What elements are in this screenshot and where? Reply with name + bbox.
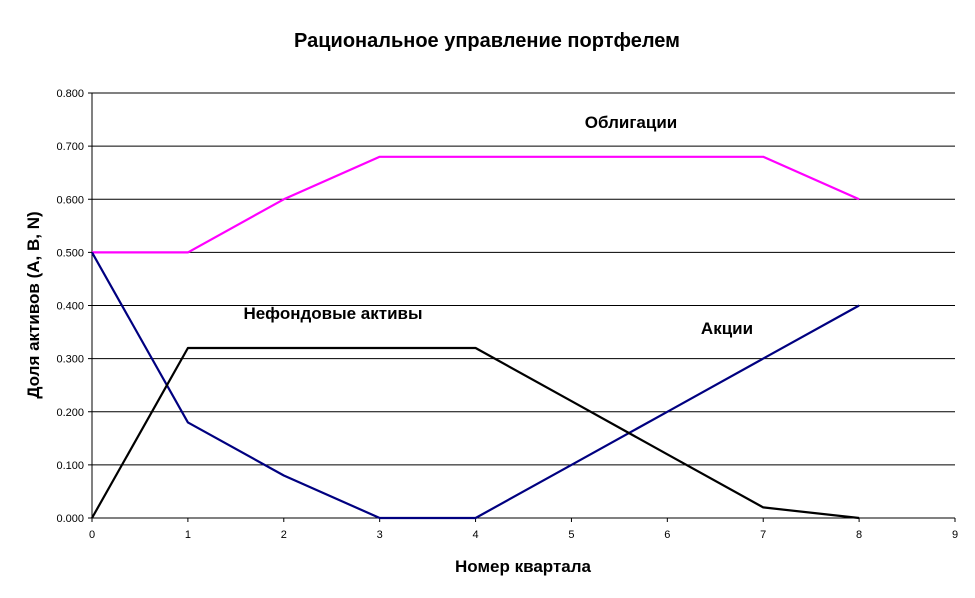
x-tick-label: 5: [568, 529, 574, 541]
x-tick-label: 3: [377, 529, 383, 541]
x-tick-label: 1: [185, 529, 191, 541]
x-tick-label: 8: [856, 529, 862, 541]
y-tick-label: 0.000: [56, 513, 84, 525]
x-tick-label: 6: [664, 529, 670, 541]
y-axis-label: Доля активов (A, B, N): [24, 211, 43, 398]
series: [91, 155, 860, 520]
series-line-stocks: [91, 251, 860, 520]
series-line-nonfund: [91, 346, 860, 520]
chart-title: Рациональное управление портфелем: [294, 30, 680, 52]
x-tick-label: 7: [760, 529, 766, 541]
y-tick-label: 0.400: [56, 301, 84, 313]
y-tick-label: 0.600: [56, 194, 84, 206]
x-tick-label: 2: [281, 529, 287, 541]
x-tick-label: 4: [472, 529, 478, 541]
x-tick-labels: 0 1 2 3 4 5 6 7 8 9: [89, 529, 958, 541]
series-label-nonfund: Нефондовые активы: [243, 304, 422, 323]
y-tick-label: 0.500: [56, 247, 84, 259]
x-axis-label: Номер квартала: [455, 557, 592, 576]
y-tick-label: 0.800: [56, 88, 84, 100]
series-line-bonds: [92, 155, 860, 254]
series-label-stocks: Акции: [701, 319, 753, 338]
y-tick-label: 0.200: [56, 407, 84, 419]
x-tick-label: 9: [952, 529, 958, 541]
y-tick-labels: 0.000 0.100 0.200 0.300 0.400 0.500 0.600 0.700…: [56, 88, 84, 525]
y-tick-label: 0.700: [56, 141, 84, 153]
series-label-bonds: Облигации: [585, 113, 677, 132]
y-tick-label: 0.300: [56, 354, 84, 366]
grid: [92, 92, 955, 466]
x-tick-label: 0: [89, 529, 95, 541]
axes: [88, 92, 956, 522]
y-tick-label: 0.100: [56, 460, 84, 472]
